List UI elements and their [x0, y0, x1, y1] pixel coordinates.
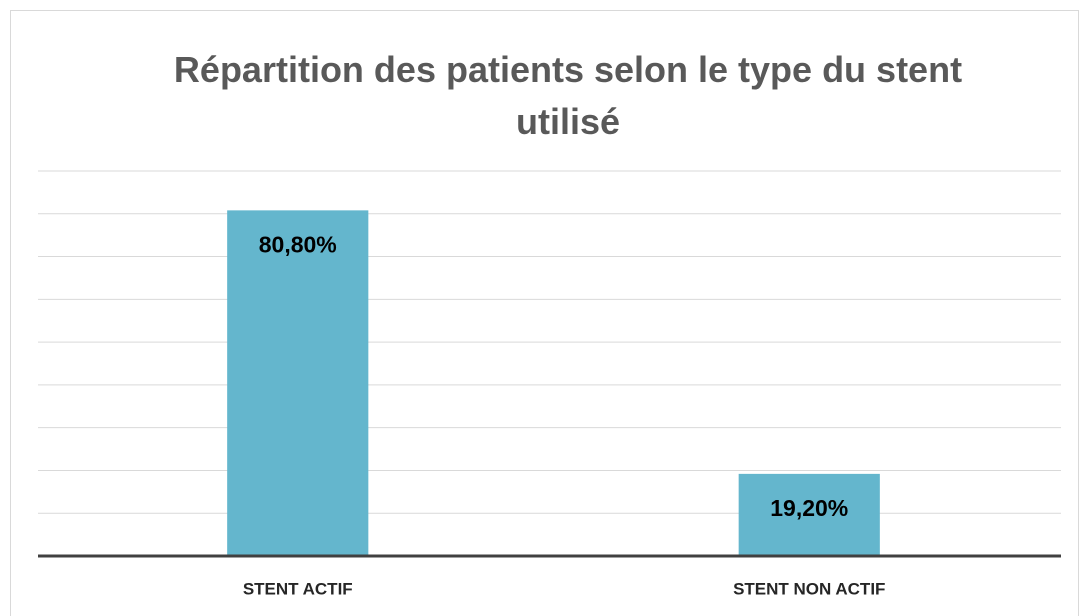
bar	[227, 210, 369, 556]
chart-title: Répartition des patients selon le type d…	[173, 49, 963, 142]
bar	[738, 473, 880, 556]
x-tick-label: STENT NON ACTIF	[733, 579, 885, 598]
data-label: 19,20%	[770, 495, 848, 521]
chart-border	[10, 10, 1079, 616]
x-tick-label: STENT ACTIF	[243, 579, 353, 598]
data-label: 80,80%	[259, 231, 337, 257]
